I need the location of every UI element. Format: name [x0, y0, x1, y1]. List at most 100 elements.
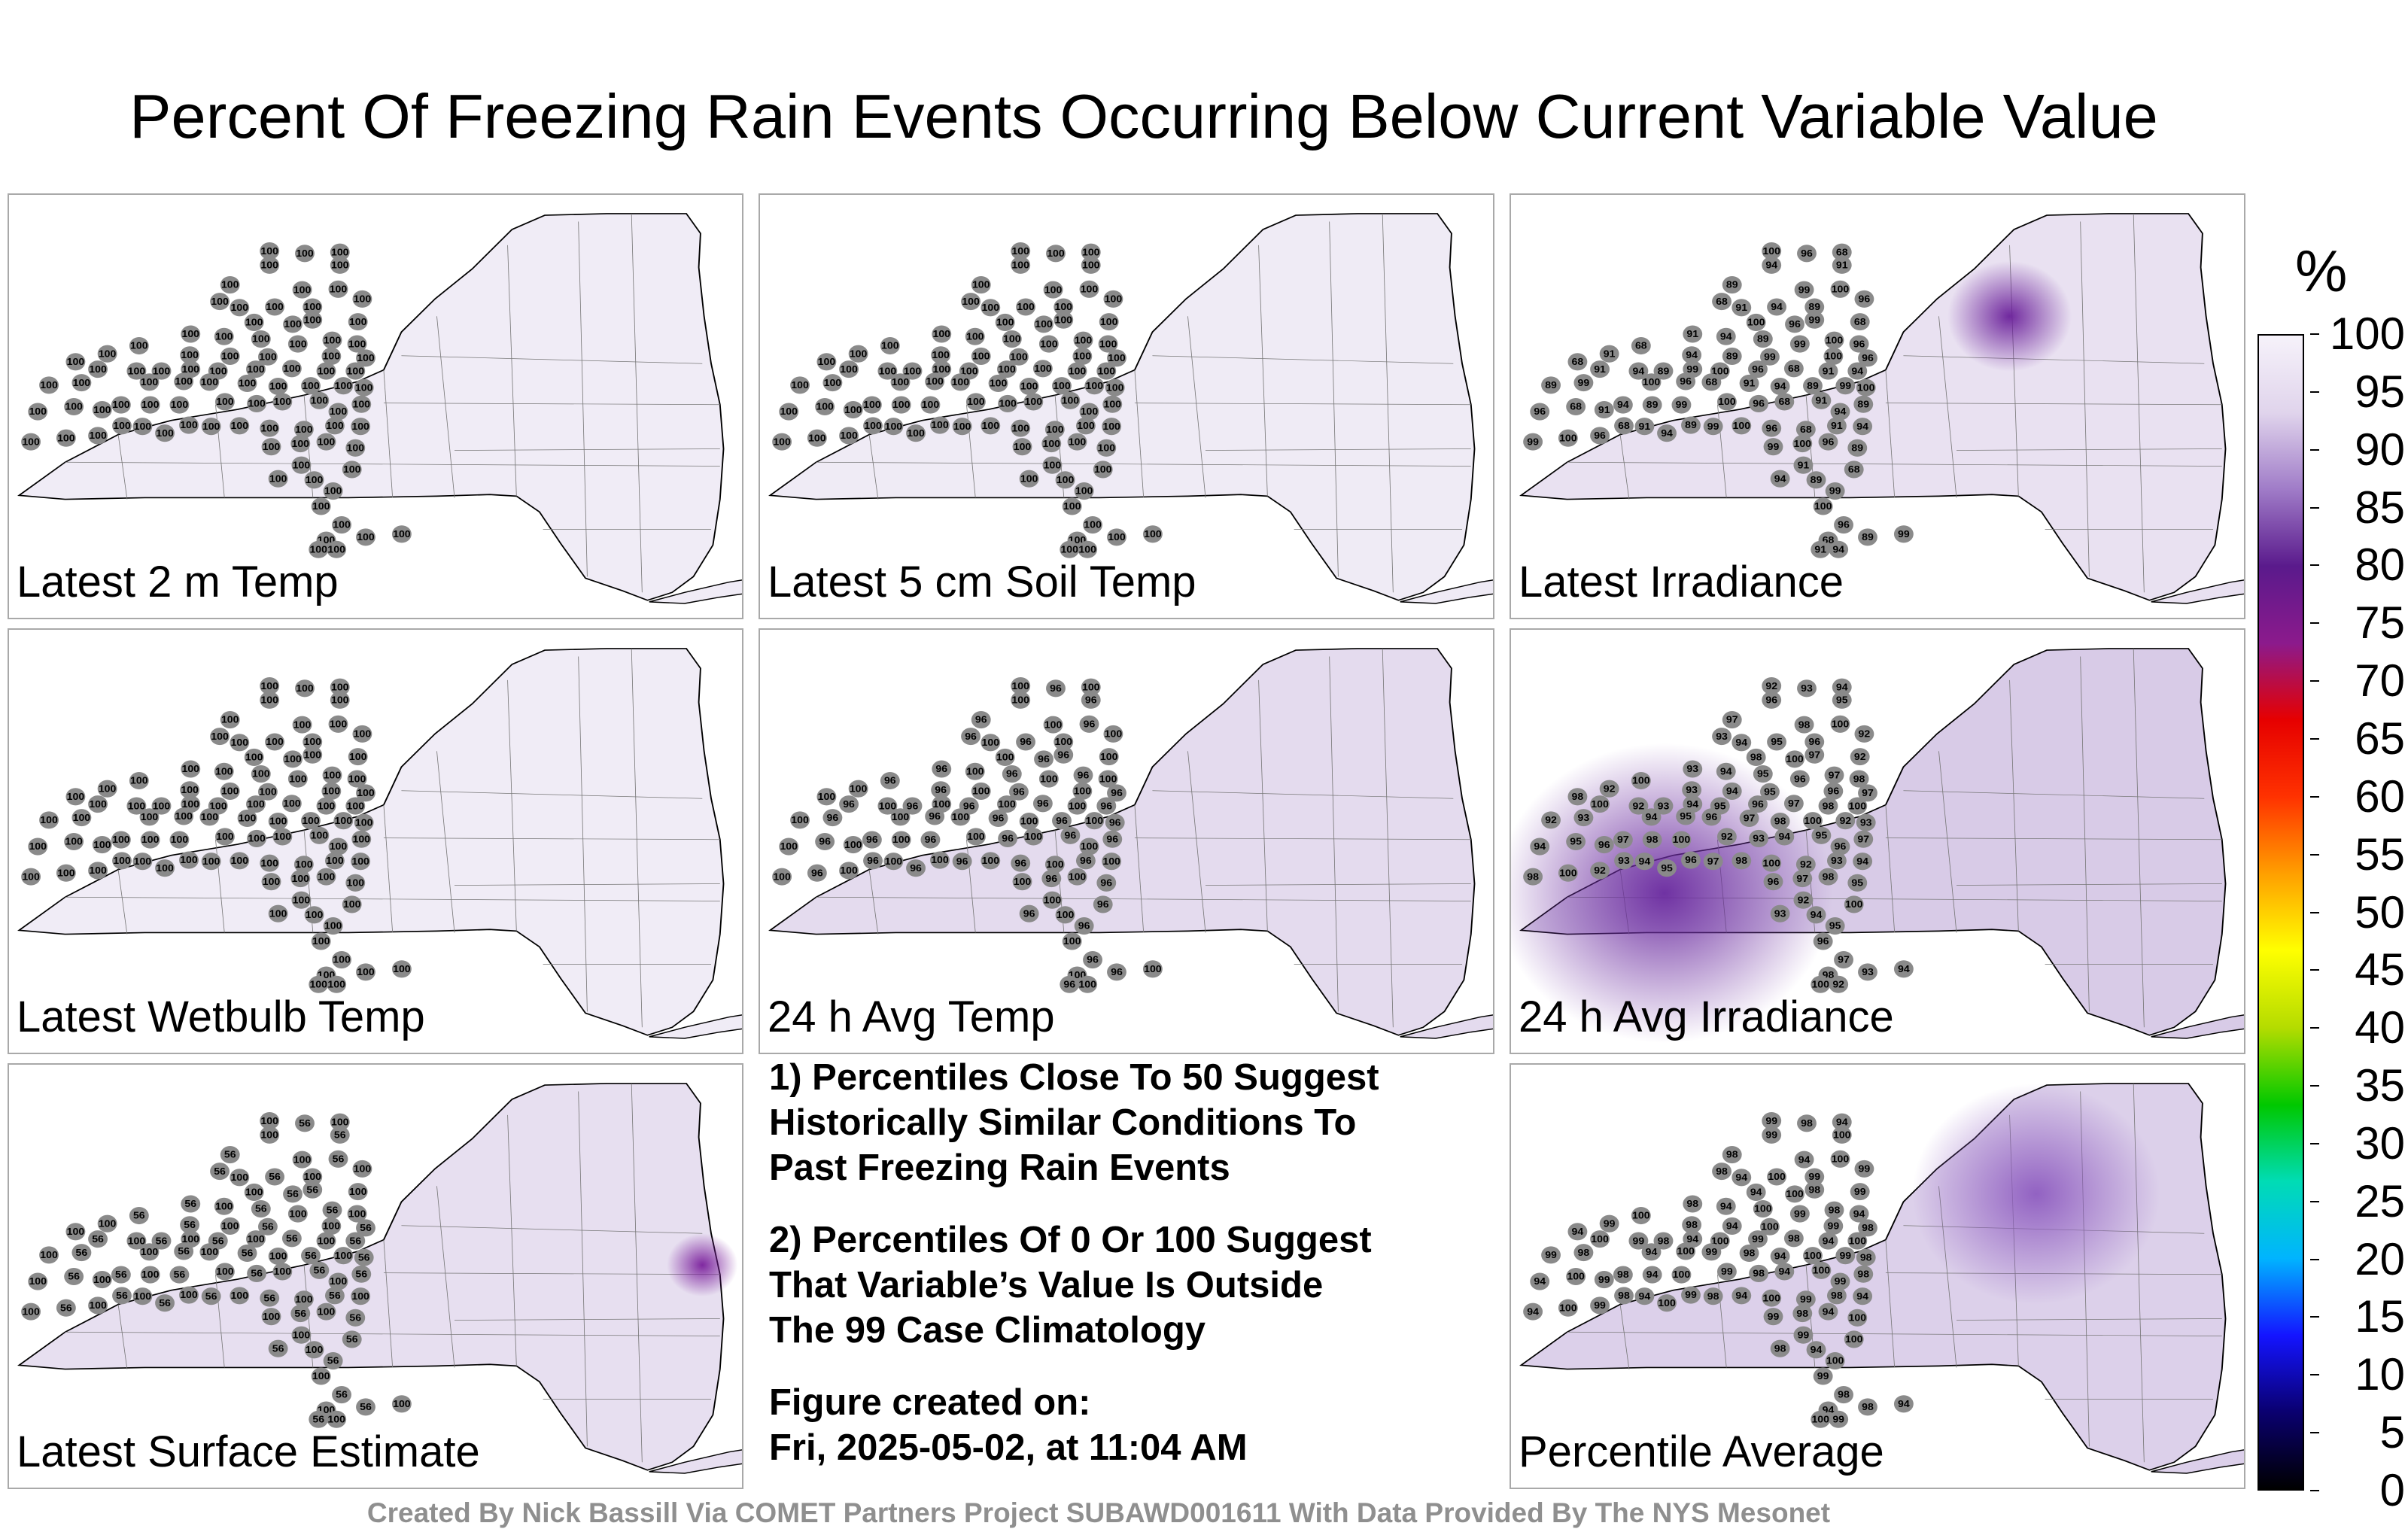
colorbar-tick-label: 25: [2355, 1175, 2405, 1226]
svg-text:100: 100: [931, 855, 949, 865]
svg-text:100: 100: [953, 421, 971, 432]
svg-text:100: 100: [247, 364, 265, 375]
station-marker: 100: [21, 1302, 41, 1321]
station-marker: 99: [1762, 1112, 1782, 1130]
svg-text:100: 100: [303, 1172, 321, 1182]
svg-text:100: 100: [221, 351, 239, 361]
station-marker: 100: [261, 438, 281, 456]
svg-text:100: 100: [1733, 421, 1751, 431]
svg-text:100: 100: [260, 858, 278, 868]
station-marker: 56: [247, 1264, 267, 1282]
svg-text:100: 100: [1060, 544, 1078, 555]
station-marker: 100: [293, 421, 314, 439]
svg-text:100: 100: [1832, 719, 1850, 729]
svg-text:92: 92: [1594, 865, 1606, 876]
station-marker: 98: [1853, 1265, 1874, 1283]
svg-text:96: 96: [1752, 364, 1764, 375]
station-marker: 100: [292, 281, 312, 299]
svg-text:100: 100: [1804, 816, 1822, 826]
station-marker: 100: [1107, 528, 1126, 546]
station-marker: 94: [1523, 1302, 1543, 1321]
svg-text:100: 100: [972, 279, 990, 290]
station-marker: 100: [1558, 1299, 1578, 1317]
svg-text:100: 100: [1754, 1203, 1772, 1214]
station-marker: 91: [1793, 456, 1814, 474]
svg-text:100: 100: [907, 428, 925, 439]
svg-text:94: 94: [1750, 1187, 1762, 1197]
svg-text:93: 93: [1774, 908, 1786, 919]
svg-text:100: 100: [1057, 475, 1075, 485]
county-boundary: [401, 1225, 703, 1234]
station-marker: 100: [1083, 516, 1102, 534]
station-marker: 98: [1858, 1398, 1877, 1416]
station-marker: 56: [220, 1146, 240, 1164]
svg-text:100: 100: [347, 877, 365, 888]
svg-text:100: 100: [239, 813, 257, 823]
station-marker: 96: [961, 728, 981, 746]
station-marker: 96: [1019, 904, 1039, 923]
station-marker: 56: [323, 1352, 343, 1370]
colorbar-tick: [2310, 1432, 2319, 1434]
svg-text:100: 100: [354, 293, 372, 304]
svg-text:98: 98: [1838, 1389, 1850, 1400]
svg-text:100: 100: [1075, 485, 1093, 496]
svg-text:100: 100: [962, 296, 980, 307]
svg-text:93: 93: [1686, 785, 1698, 795]
svg-text:100: 100: [840, 364, 858, 375]
station-marker: 100: [214, 1197, 234, 1215]
svg-text:100: 100: [141, 400, 160, 410]
station-marker: 99: [1793, 1326, 1814, 1344]
svg-text:100: 100: [926, 376, 944, 387]
station-marker: 100: [304, 906, 324, 924]
svg-text:94: 94: [1856, 856, 1868, 867]
svg-text:100: 100: [1025, 397, 1043, 407]
svg-text:100: 100: [840, 865, 858, 876]
station-marker: 100: [906, 424, 926, 442]
county-boundary: [868, 869, 879, 935]
station-marker: 98: [1783, 1230, 1804, 1248]
svg-text:92: 92: [1545, 815, 1557, 825]
colorbar-tick: [2310, 1258, 2319, 1260]
station-marker: 100: [1631, 1206, 1651, 1225]
station-marker: 100: [1081, 243, 1101, 261]
colorbar-tick-label: 85: [2355, 482, 2405, 533]
station-marker: 96: [1834, 516, 1853, 534]
svg-text:100: 100: [1814, 501, 1832, 512]
svg-text:99: 99: [1765, 1115, 1777, 1126]
svg-text:94: 94: [1811, 910, 1823, 920]
station-marker: 98: [1794, 716, 1814, 734]
svg-text:96: 96: [929, 811, 941, 822]
svg-text:96: 96: [1817, 936, 1829, 947]
station-marker: 99: [1599, 1214, 1619, 1233]
svg-text:68: 68: [1572, 357, 1584, 367]
svg-text:100: 100: [331, 682, 349, 692]
station-marker: 99: [1789, 335, 1810, 353]
station-marker: 100: [251, 330, 271, 348]
svg-text:100: 100: [933, 364, 951, 375]
svg-text:100: 100: [284, 754, 302, 764]
station-marker: 56: [332, 1386, 351, 1404]
svg-text:100: 100: [773, 436, 791, 447]
svg-text:100: 100: [221, 1220, 239, 1231]
svg-text:56: 56: [263, 1293, 275, 1303]
station-marker: 100: [1019, 812, 1039, 831]
svg-text:98: 98: [1798, 719, 1811, 730]
svg-text:100: 100: [1075, 335, 1093, 345]
svg-text:100: 100: [952, 377, 970, 388]
long-island: [1400, 579, 1493, 604]
station-marker: 100: [210, 728, 230, 746]
svg-text:100: 100: [252, 768, 270, 779]
station-marker: 94: [1767, 298, 1786, 316]
svg-text:100: 100: [1845, 899, 1863, 910]
credit-line: Created By Nick Bassill Via COMET Partne…: [366, 1497, 1831, 1528]
svg-text:99: 99: [1808, 1172, 1820, 1182]
county-boundary: [383, 837, 720, 840]
station-marker: 100: [268, 377, 288, 396]
svg-text:95: 95: [1816, 830, 1828, 840]
station-marker: 100: [179, 1286, 199, 1304]
station-marker: 100: [356, 963, 375, 981]
svg-text:96: 96: [1100, 801, 1112, 811]
svg-text:100: 100: [818, 357, 836, 367]
station-marker: 89: [1853, 395, 1874, 413]
